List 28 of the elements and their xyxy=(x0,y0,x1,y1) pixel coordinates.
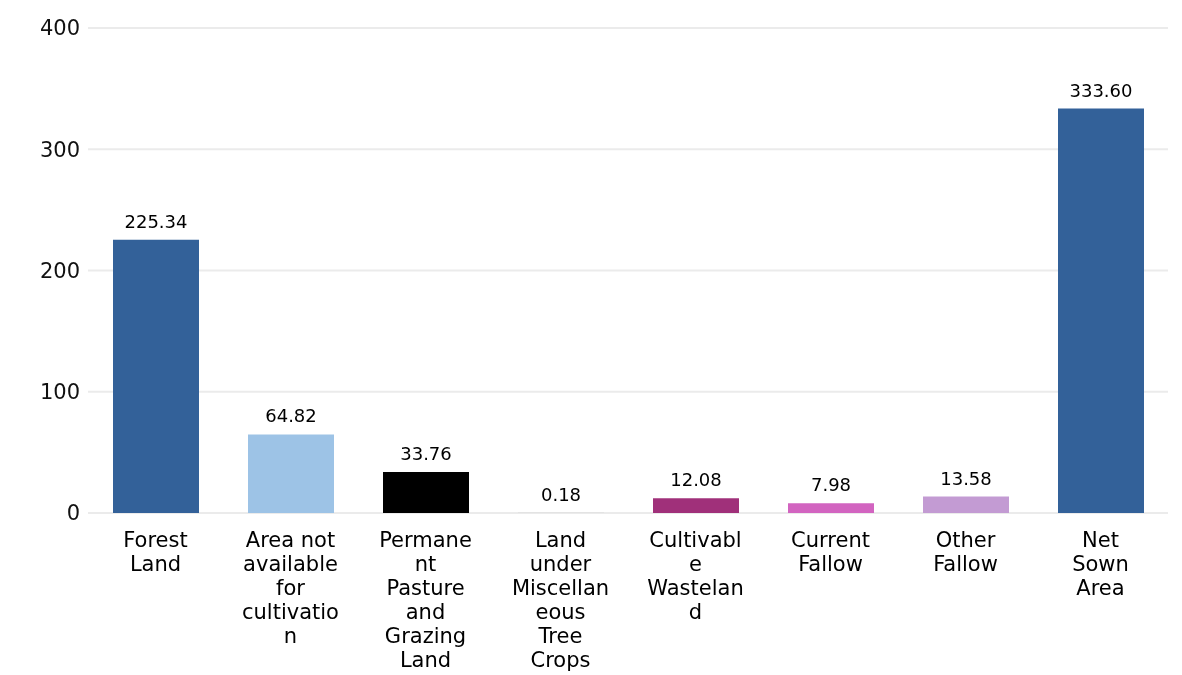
x-tick-label: Area not available for cultivation xyxy=(242,528,339,648)
bar xyxy=(383,472,469,513)
data-label: 0.18 xyxy=(540,483,582,505)
bar xyxy=(248,434,334,513)
x-tick-label: Other Fallow xyxy=(933,528,998,576)
data-label: 12.08 xyxy=(670,469,722,491)
bar xyxy=(1058,108,1144,513)
y-tick-label: 100 xyxy=(39,380,80,405)
x-tick-label: Current Fallow xyxy=(791,528,870,576)
data-label: 225.34 xyxy=(124,210,188,232)
y-tick-label: 300 xyxy=(39,137,80,162)
data-label: 333.60 xyxy=(1069,79,1133,101)
x-tick-label: Permanent Pasture and Grazing Land xyxy=(379,528,472,672)
y-tick-label: 200 xyxy=(39,258,80,283)
bar xyxy=(788,503,874,513)
data-label: 7.98 xyxy=(810,474,852,496)
y-tick-label: 400 xyxy=(39,16,80,41)
y-tick-label: 0 xyxy=(66,501,80,526)
x-tick-label: Cultivable Wasteland xyxy=(647,528,744,624)
x-tick-label: Land under Miscellaneous Tree Crops xyxy=(511,528,610,672)
x-tick-label: Net Sown Area xyxy=(1072,528,1129,600)
bar xyxy=(113,239,199,513)
data-label: 13.58 xyxy=(940,467,992,489)
bar xyxy=(653,498,739,513)
x-tick-label: Forest Land xyxy=(123,528,188,576)
data-label: 33.76 xyxy=(400,443,452,465)
bar xyxy=(923,496,1009,513)
data-label: 64.82 xyxy=(265,405,317,427)
